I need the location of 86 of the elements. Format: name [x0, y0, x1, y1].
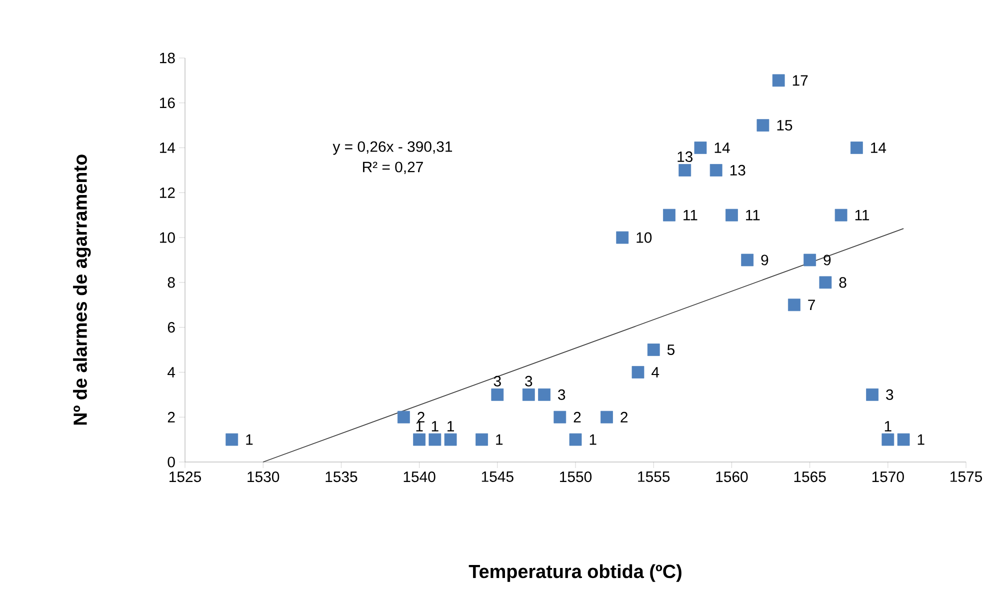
point — [538, 388, 550, 401]
data-label: 2 — [574, 412, 581, 422]
data-label: 17 — [792, 75, 808, 86]
x-tick-label: 1570 — [872, 472, 904, 482]
data-label: 3 — [886, 389, 894, 400]
point — [850, 142, 863, 154]
y-tick-label: 6 — [168, 322, 175, 333]
data-label: 3 — [494, 376, 501, 386]
data-label: 11 — [684, 210, 698, 220]
point — [866, 388, 878, 401]
x-axis-title: Temperatura obtida (ºC) — [468, 564, 682, 582]
point — [444, 433, 457, 446]
point — [616, 231, 629, 244]
point — [476, 433, 488, 446]
point — [226, 433, 238, 446]
data-label: 1 — [918, 434, 924, 445]
data-label: 13 — [678, 151, 692, 162]
data-label: 9 — [761, 254, 768, 266]
data-label: 1 — [416, 421, 423, 432]
data-label: 2 — [620, 412, 628, 422]
x-tick-label: 1530 — [248, 472, 280, 482]
data-label: 14 — [871, 142, 886, 153]
y-tick-label: 2 — [168, 412, 175, 422]
y-tick-label: 4 — [168, 367, 176, 378]
data-label: 4 — [652, 367, 660, 378]
data-label: 14 — [714, 142, 730, 153]
point — [678, 164, 692, 176]
y-tick-label: 16 — [160, 98, 175, 108]
point — [834, 208, 848, 222]
y-tick-label: 0 — [168, 456, 175, 468]
point — [710, 164, 722, 176]
point — [522, 388, 535, 401]
point — [600, 410, 613, 424]
y-tick-label: 18 — [160, 52, 175, 64]
point — [882, 433, 894, 446]
annotation: R² = 0,27 — [363, 162, 423, 174]
x-tick-label: 1575 — [950, 472, 982, 482]
point — [647, 344, 660, 356]
y-tick-label: 10 — [160, 232, 175, 243]
y-tick-label: 8 — [168, 277, 175, 288]
x-tick-label: 1560 — [716, 472, 748, 482]
y-axis-title: Nº de alarmes de agarramento — [73, 154, 91, 425]
data-label: 15 — [777, 120, 792, 131]
data-label: 3 — [525, 376, 532, 386]
data-label: 13 — [730, 164, 746, 176]
point — [819, 276, 832, 289]
data-label: 11 — [855, 210, 870, 220]
data-label: 1 — [496, 434, 503, 445]
x-tick-label: 1535 — [326, 472, 358, 482]
point — [772, 74, 785, 87]
annotation: y = 0,26x - 390,31 — [332, 141, 452, 155]
y-tick-label: 12 — [160, 187, 175, 198]
x-tick-label: 1540 — [404, 472, 436, 482]
x-tick-label: 1565 — [794, 472, 826, 482]
point — [663, 208, 676, 222]
point — [694, 142, 707, 154]
data-label: 1 — [884, 421, 892, 432]
point — [413, 433, 426, 446]
point — [726, 208, 738, 222]
point — [569, 433, 582, 446]
point — [756, 119, 770, 132]
x-tick-label: 1525 — [170, 472, 201, 482]
data-label: 5 — [667, 344, 674, 355]
data-label: 10 — [636, 232, 652, 243]
point — [491, 388, 504, 401]
data-label: 1 — [448, 421, 454, 432]
data-label: 1 — [590, 434, 596, 445]
point — [741, 254, 754, 266]
x-tick-label: 1550 — [560, 472, 592, 482]
point — [397, 410, 410, 424]
point — [788, 298, 800, 312]
y-tick-label: 14 — [160, 142, 176, 153]
point — [632, 366, 644, 378]
data-label: 9 — [824, 254, 831, 266]
data-label: 11 — [746, 210, 760, 220]
data-label: 3 — [558, 389, 566, 400]
data-label: 8 — [839, 277, 846, 288]
point — [897, 433, 910, 446]
point — [428, 433, 442, 446]
x-tick-label: 1545 — [482, 472, 514, 482]
point — [804, 254, 816, 266]
point — [554, 410, 566, 424]
data-label: 1 — [246, 434, 253, 445]
data-label: 7 — [808, 300, 815, 310]
x-tick-label: 1555 — [638, 472, 670, 482]
data-label: 1 — [432, 421, 438, 432]
